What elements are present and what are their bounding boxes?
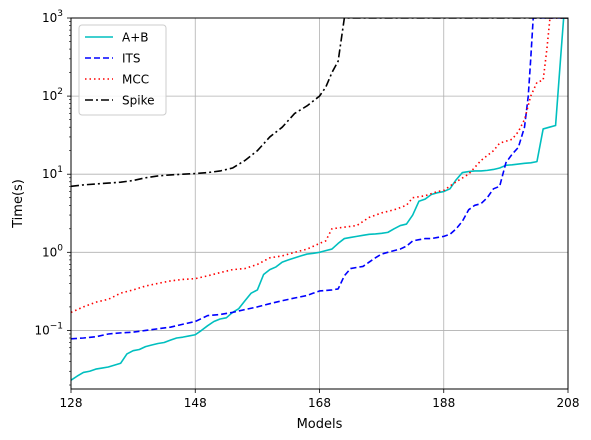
y-tick-exponent: 3 — [57, 9, 63, 19]
x-tick-label: 148 — [184, 396, 207, 410]
legend-label: MCC — [122, 73, 149, 87]
x-tick-label: 168 — [308, 396, 331, 410]
y-tick-exponent: 0 — [57, 243, 63, 253]
series-lines — [71, 18, 568, 381]
x-axis-ticks: 128 148 168 188 208 — [60, 389, 580, 410]
y-tick-exponent: −1 — [50, 321, 63, 331]
legend: A+B ITS MCC Spike — [78, 24, 167, 116]
y-tick-base: 10 — [42, 245, 57, 259]
legend-label: Spike — [122, 94, 154, 108]
legend-label: A+B — [122, 31, 149, 45]
series-line-its — [71, 18, 568, 340]
x-tick-label: 128 — [60, 396, 83, 410]
y-tick-label: 102 — [42, 87, 63, 103]
x-tick-label: 188 — [432, 396, 455, 410]
y-tick-base: 10 — [34, 323, 49, 337]
y-tick-base: 10 — [42, 89, 57, 103]
y-tick-label: 103 — [42, 9, 63, 25]
y-axis-label: Time(s) — [11, 179, 26, 229]
series-line-a-b — [71, 18, 568, 381]
y-tick-exponent: 1 — [57, 165, 63, 175]
series-line-mcc — [71, 18, 568, 314]
legend-box — [78, 24, 167, 116]
series-line-spike — [71, 18, 568, 188]
y-tick-base: 10 — [42, 11, 57, 25]
y-tick-label: 10−1 — [34, 321, 63, 337]
y-tick-label: 100 — [42, 243, 63, 259]
y-tick-base: 10 — [42, 167, 57, 181]
x-tick-label: 208 — [557, 396, 580, 410]
y-tick-label: 101 — [42, 165, 63, 181]
y-tick-exponent: 2 — [57, 87, 63, 97]
x-axis-label: Models — [297, 417, 343, 432]
legend-label: ITS — [122, 52, 141, 66]
